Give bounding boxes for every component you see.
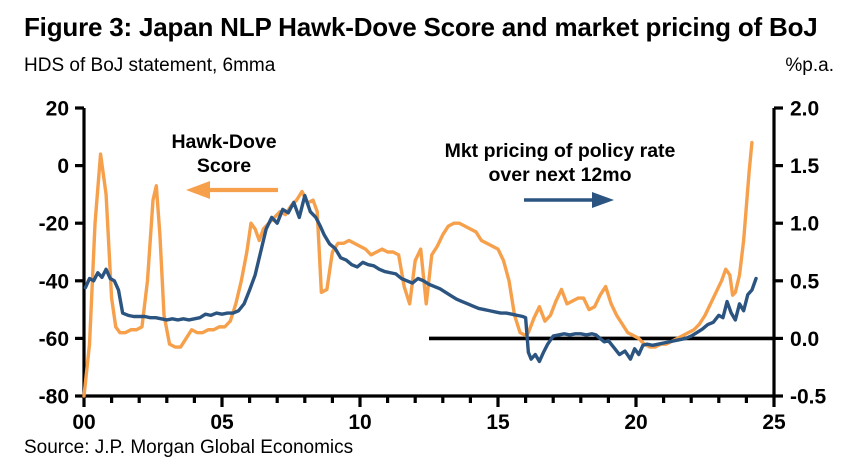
arrow-right-icon xyxy=(592,192,614,208)
series-line-hawk-dove-score xyxy=(82,140,754,398)
annotation-hawk-dove-line1: Hawk-Dove xyxy=(171,131,276,153)
right-axis-unit-label: %p.a. xyxy=(785,55,834,76)
right-axis-tick-label: -0.5 xyxy=(790,386,827,409)
left-axis-tick-label: 20 xyxy=(46,98,69,121)
left-axis-tick-label: 0 xyxy=(57,155,69,178)
right-axis-tick-label: 1.0 xyxy=(790,213,819,236)
annotation-hawk-dove-line2: Score xyxy=(197,155,251,177)
left-axis-tick-label: -40 xyxy=(39,270,69,293)
x-axis-tick-label: 05 xyxy=(210,411,234,434)
series-line-mkt-pricing xyxy=(83,193,758,364)
page-title: Figure 3: Japan NLP Hawk-Dove Score and … xyxy=(24,12,818,42)
x-axis-tick-label: 00 xyxy=(72,411,95,434)
x-axis-tick-label: 20 xyxy=(624,411,647,434)
left-axis-tick-label: -60 xyxy=(39,328,69,351)
chart-subtitle: HDS of BoJ statement, 6mma xyxy=(24,55,276,76)
right-axis-tick-label: 0.5 xyxy=(790,270,820,293)
x-axis-tick-label: 10 xyxy=(348,411,371,434)
annotation-mkt-pricing-line2: over next 12mo xyxy=(488,164,631,186)
right-axis-tick-label: 2.0 xyxy=(790,98,819,121)
right-axis-tick-label: 0.0 xyxy=(790,328,819,351)
x-axis-tick-label: 25 xyxy=(762,411,786,434)
arrow-left-icon xyxy=(186,181,210,199)
left-axis-tick-label: -80 xyxy=(39,386,69,409)
annotation-mkt-pricing-line1: Mkt pricing of policy rate xyxy=(445,140,676,162)
right-axis-tick-label: 1.5 xyxy=(790,155,820,178)
x-axis-tick-label: 15 xyxy=(486,411,510,434)
source-note: Source: J.P. Morgan Global Economics xyxy=(24,437,354,458)
left-axis-tick-label: -20 xyxy=(39,213,69,236)
